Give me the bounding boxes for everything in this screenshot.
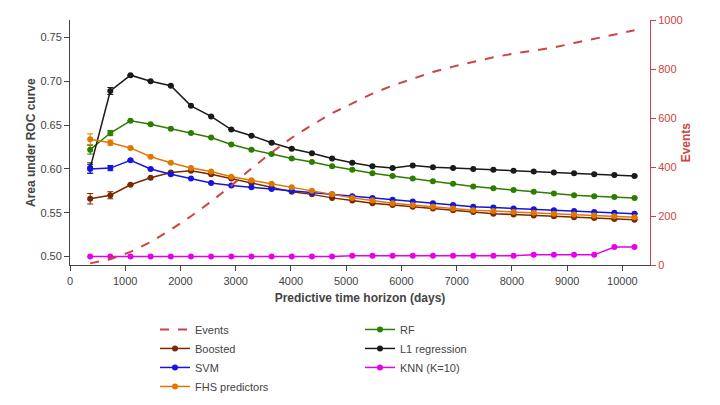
- svg-text:Events: Events: [195, 324, 229, 336]
- svg-text:7000: 7000: [444, 275, 468, 287]
- svg-text:Boosted: Boosted: [195, 343, 235, 355]
- svg-text:0.70: 0.70: [40, 75, 61, 87]
- svg-text:0.65: 0.65: [40, 119, 61, 131]
- svg-text:0.50: 0.50: [40, 250, 61, 262]
- svg-text:10000: 10000: [607, 275, 638, 287]
- svg-text:0.55: 0.55: [40, 207, 61, 219]
- svg-text:L1 regression: L1 regression: [400, 343, 467, 355]
- svg-text:0.75: 0.75: [40, 31, 61, 43]
- svg-text:3000: 3000: [223, 275, 247, 287]
- svg-text:4000: 4000: [279, 275, 303, 287]
- svg-text:0: 0: [658, 259, 664, 271]
- svg-text:0.60: 0.60: [40, 163, 61, 175]
- svg-text:5000: 5000: [334, 275, 358, 287]
- svg-text:SVM: SVM: [195, 362, 219, 374]
- svg-text:400: 400: [658, 161, 676, 173]
- svg-text:KNN (K=10): KNN (K=10): [400, 362, 460, 374]
- svg-text:0: 0: [67, 275, 73, 287]
- svg-text:9000: 9000: [555, 275, 579, 287]
- svg-text:RF: RF: [400, 324, 415, 336]
- svg-text:800: 800: [658, 63, 676, 75]
- svg-text:200: 200: [658, 210, 676, 222]
- svg-text:Predictive time horizon (days): Predictive time horizon (days): [275, 291, 446, 305]
- svg-text:1000: 1000: [113, 275, 137, 287]
- svg-text:Area under ROC curve: Area under ROC curve: [24, 78, 38, 207]
- svg-text:600: 600: [658, 112, 676, 124]
- svg-text:8000: 8000: [500, 275, 524, 287]
- svg-text:Events: Events: [679, 123, 693, 163]
- svg-text:1000: 1000: [658, 14, 682, 26]
- svg-text:FHS predictors: FHS predictors: [195, 381, 269, 393]
- svg-text:2000: 2000: [168, 275, 192, 287]
- svg-text:6000: 6000: [389, 275, 413, 287]
